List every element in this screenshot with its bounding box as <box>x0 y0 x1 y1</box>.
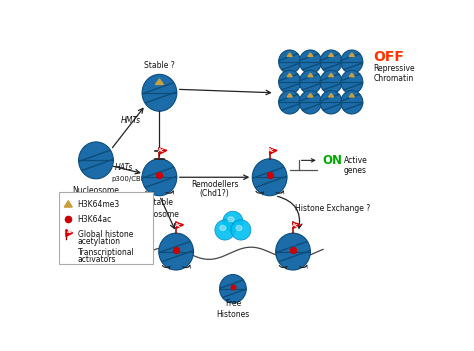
Polygon shape <box>270 148 277 154</box>
Text: HMTs: HMTs <box>121 116 141 125</box>
Ellipse shape <box>341 50 363 73</box>
Text: activators: activators <box>78 255 116 264</box>
Text: Nucleosome: Nucleosome <box>133 210 180 219</box>
Ellipse shape <box>320 91 342 114</box>
Text: ON: ON <box>322 154 342 167</box>
Polygon shape <box>287 53 292 57</box>
Ellipse shape <box>220 225 226 231</box>
Polygon shape <box>349 73 355 77</box>
Polygon shape <box>308 93 313 97</box>
Ellipse shape <box>341 70 363 94</box>
Point <box>173 247 180 252</box>
Text: HATs: HATs <box>114 164 133 172</box>
Polygon shape <box>155 79 164 85</box>
Text: Histones: Histones <box>216 310 249 319</box>
Ellipse shape <box>228 217 234 222</box>
Ellipse shape <box>66 246 70 249</box>
Text: p300/CBP: p300/CBP <box>111 176 145 181</box>
Ellipse shape <box>320 50 342 73</box>
Ellipse shape <box>142 74 177 111</box>
Point <box>229 285 237 290</box>
Polygon shape <box>308 53 313 57</box>
Ellipse shape <box>279 70 301 94</box>
Text: Repressive: Repressive <box>373 64 415 73</box>
Point <box>266 173 273 178</box>
Ellipse shape <box>71 251 75 254</box>
Text: H3K64me3: H3K64me3 <box>78 200 120 209</box>
Ellipse shape <box>252 159 287 196</box>
Ellipse shape <box>236 225 242 231</box>
Ellipse shape <box>276 233 310 270</box>
Ellipse shape <box>279 91 301 114</box>
Text: Ac: Ac <box>158 148 164 153</box>
Ellipse shape <box>300 70 321 94</box>
Polygon shape <box>328 93 334 97</box>
Polygon shape <box>349 53 355 57</box>
Text: Chromatin: Chromatin <box>373 74 413 83</box>
FancyBboxPatch shape <box>59 192 153 264</box>
Text: H3K64ac: H3K64ac <box>78 215 112 224</box>
Polygon shape <box>328 73 334 77</box>
Text: Remodellers: Remodellers <box>191 180 238 190</box>
Ellipse shape <box>79 142 113 179</box>
Polygon shape <box>328 53 334 57</box>
Text: Transcriptional: Transcriptional <box>78 248 134 257</box>
Text: Ac: Ac <box>174 223 181 227</box>
Text: Unstable: Unstable <box>139 198 173 207</box>
Polygon shape <box>293 222 301 229</box>
Text: Nucleosome: Nucleosome <box>73 186 119 195</box>
Polygon shape <box>349 93 355 97</box>
Point <box>155 173 163 178</box>
Text: Histone Exchange ?: Histone Exchange ? <box>295 204 371 213</box>
Ellipse shape <box>300 91 321 114</box>
Text: Ac: Ac <box>67 230 73 234</box>
Point <box>289 247 297 252</box>
Text: acetylation: acetylation <box>78 237 120 246</box>
Polygon shape <box>308 73 313 77</box>
Ellipse shape <box>159 233 193 270</box>
Ellipse shape <box>320 70 342 94</box>
Ellipse shape <box>63 242 75 254</box>
Polygon shape <box>66 230 73 236</box>
Text: Free: Free <box>225 299 241 308</box>
Text: OFF: OFF <box>373 50 404 64</box>
Polygon shape <box>287 73 292 77</box>
Ellipse shape <box>215 220 235 240</box>
Text: (Chd1?): (Chd1?) <box>200 189 229 198</box>
Ellipse shape <box>231 220 251 240</box>
Text: Global histone: Global histone <box>78 230 133 239</box>
Polygon shape <box>159 148 167 154</box>
Text: Ac: Ac <box>292 223 298 227</box>
Ellipse shape <box>58 247 71 259</box>
Polygon shape <box>287 93 292 97</box>
Polygon shape <box>64 201 72 207</box>
Ellipse shape <box>223 211 243 231</box>
Ellipse shape <box>219 274 246 303</box>
Ellipse shape <box>62 251 65 254</box>
Ellipse shape <box>142 159 177 196</box>
Polygon shape <box>176 222 183 229</box>
Text: Ac: Ac <box>268 148 275 153</box>
Text: Active: Active <box>344 156 367 165</box>
Point <box>64 216 72 222</box>
Ellipse shape <box>300 50 321 73</box>
Ellipse shape <box>279 50 301 73</box>
Text: Stable ?: Stable ? <box>144 61 175 70</box>
Ellipse shape <box>68 247 80 259</box>
Text: genes: genes <box>344 166 367 175</box>
Ellipse shape <box>341 91 363 114</box>
